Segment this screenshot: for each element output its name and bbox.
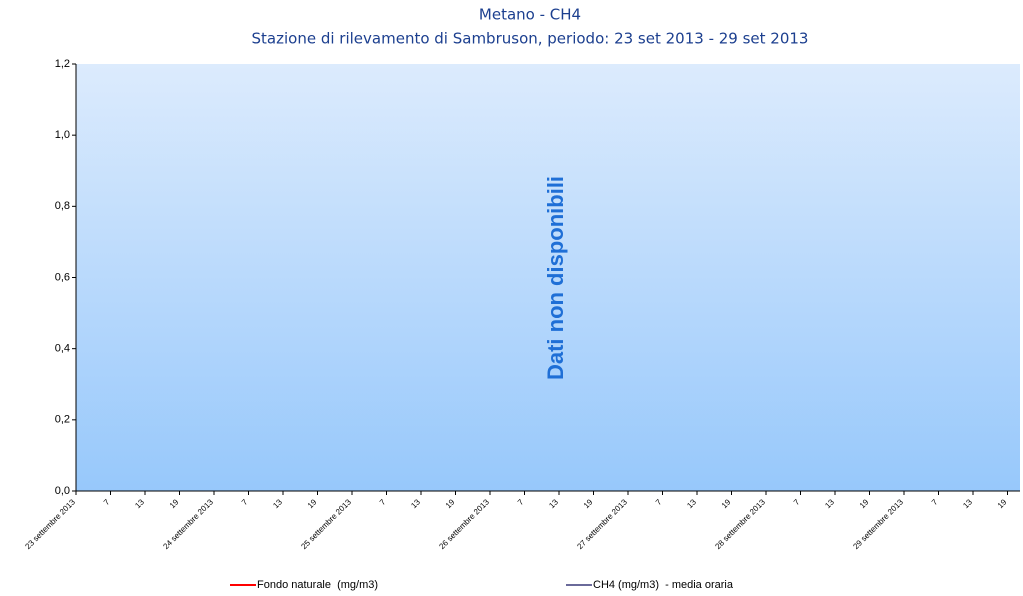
x-tick-label: 7 <box>378 497 388 507</box>
legend-label: CH4 (mg/m3) - media oraria <box>593 579 734 591</box>
x-tick-label: 13 <box>271 497 284 510</box>
x-tick-label: 19 <box>996 497 1009 510</box>
x-tick-label: 19 <box>444 497 457 510</box>
plot-area <box>76 64 1020 491</box>
x-tick-label: 23 settembre 2013 <box>23 497 77 551</box>
y-tick-label: 1,2 <box>55 58 70 70</box>
chart-title: Metano - CH4 <box>479 6 581 24</box>
y-tick-label: 0,4 <box>55 343 70 355</box>
y-tick-label: 0,0 <box>55 485 70 497</box>
x-tick-label: 19 <box>858 497 871 510</box>
x-tick-label: 13 <box>961 497 974 510</box>
x-tick-label: 19 <box>582 497 595 510</box>
y-tick-label: 0,6 <box>55 271 70 283</box>
x-tick-label: 13 <box>547 497 560 510</box>
x-tick-label: 7 <box>654 497 664 507</box>
x-tick-label: 13 <box>685 497 698 510</box>
x-tick-label: 7 <box>792 497 802 507</box>
annotation: Dati non disponibili <box>543 176 568 380</box>
chart-subtitle: Stazione di rilevamento di Sambruson, pe… <box>252 30 809 48</box>
x-tick-label: 19 <box>720 497 733 510</box>
x-tick-label: 19 <box>306 497 319 510</box>
x-tick-label: 7 <box>102 497 112 507</box>
y-tick-label: 0,2 <box>55 414 70 426</box>
x-tick-label: 13 <box>409 497 422 510</box>
x-tick-label: 7 <box>516 497 526 507</box>
x-tick-label: 7 <box>930 497 940 507</box>
x-tick-label: 13 <box>133 497 146 510</box>
legend-label: Fondo naturale (mg/m3) <box>257 579 378 591</box>
x-tick-label: 13 <box>823 497 836 510</box>
x-tick-label: 7 <box>240 497 250 507</box>
y-tick-label: 0,8 <box>55 200 70 212</box>
y-tick-label: 1,0 <box>55 129 70 141</box>
x-tick-label: 19 <box>168 497 181 510</box>
